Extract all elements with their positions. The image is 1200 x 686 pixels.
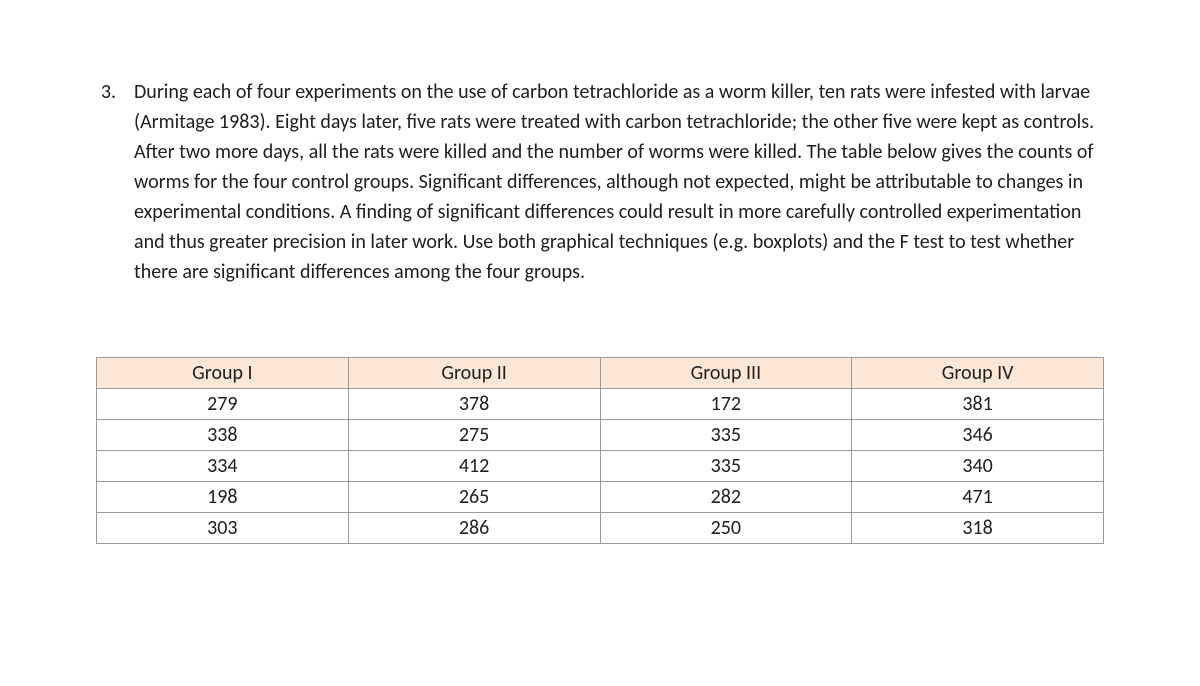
table-row: 338 275 335 346 — [97, 420, 1104, 451]
data-table: Group I Group II Group III Group IV 279 … — [96, 357, 1104, 544]
column-header: Group II — [348, 358, 600, 389]
table-row: 334 412 335 340 — [97, 451, 1104, 482]
table-header-row: Group I Group II Group III Group IV — [97, 358, 1104, 389]
table-cell: 334 — [97, 451, 349, 482]
table-cell: 265 — [348, 482, 600, 513]
table-row: 303 286 250 318 — [97, 513, 1104, 544]
table-cell: 335 — [600, 451, 852, 482]
column-header: Group IV — [852, 358, 1104, 389]
table-cell: 338 — [97, 420, 349, 451]
table-cell: 378 — [348, 389, 600, 420]
question-number: 3. — [96, 77, 116, 107]
table-cell: 286 — [348, 513, 600, 544]
table-cell: 279 — [97, 389, 349, 420]
table-cell: 381 — [852, 389, 1104, 420]
table-cell: 250 — [600, 513, 852, 544]
table-cell: 318 — [852, 513, 1104, 544]
table-cell: 172 — [600, 389, 852, 420]
column-header: Group III — [600, 358, 852, 389]
table-row: 198 265 282 471 — [97, 482, 1104, 513]
column-header: Group I — [97, 358, 349, 389]
table-cell: 275 — [348, 420, 600, 451]
question-block: 3. During each of four experiments on th… — [96, 77, 1104, 287]
table-cell: 471 — [852, 482, 1104, 513]
table-row: 279 378 172 381 — [97, 389, 1104, 420]
table-cell: 282 — [600, 482, 852, 513]
table-cell: 198 — [97, 482, 349, 513]
table-cell: 412 — [348, 451, 600, 482]
table-cell: 340 — [852, 451, 1104, 482]
table-cell: 335 — [600, 420, 852, 451]
table-cell: 303 — [97, 513, 349, 544]
question-text: During each of four experiments on the u… — [134, 77, 1104, 287]
table-cell: 346 — [852, 420, 1104, 451]
